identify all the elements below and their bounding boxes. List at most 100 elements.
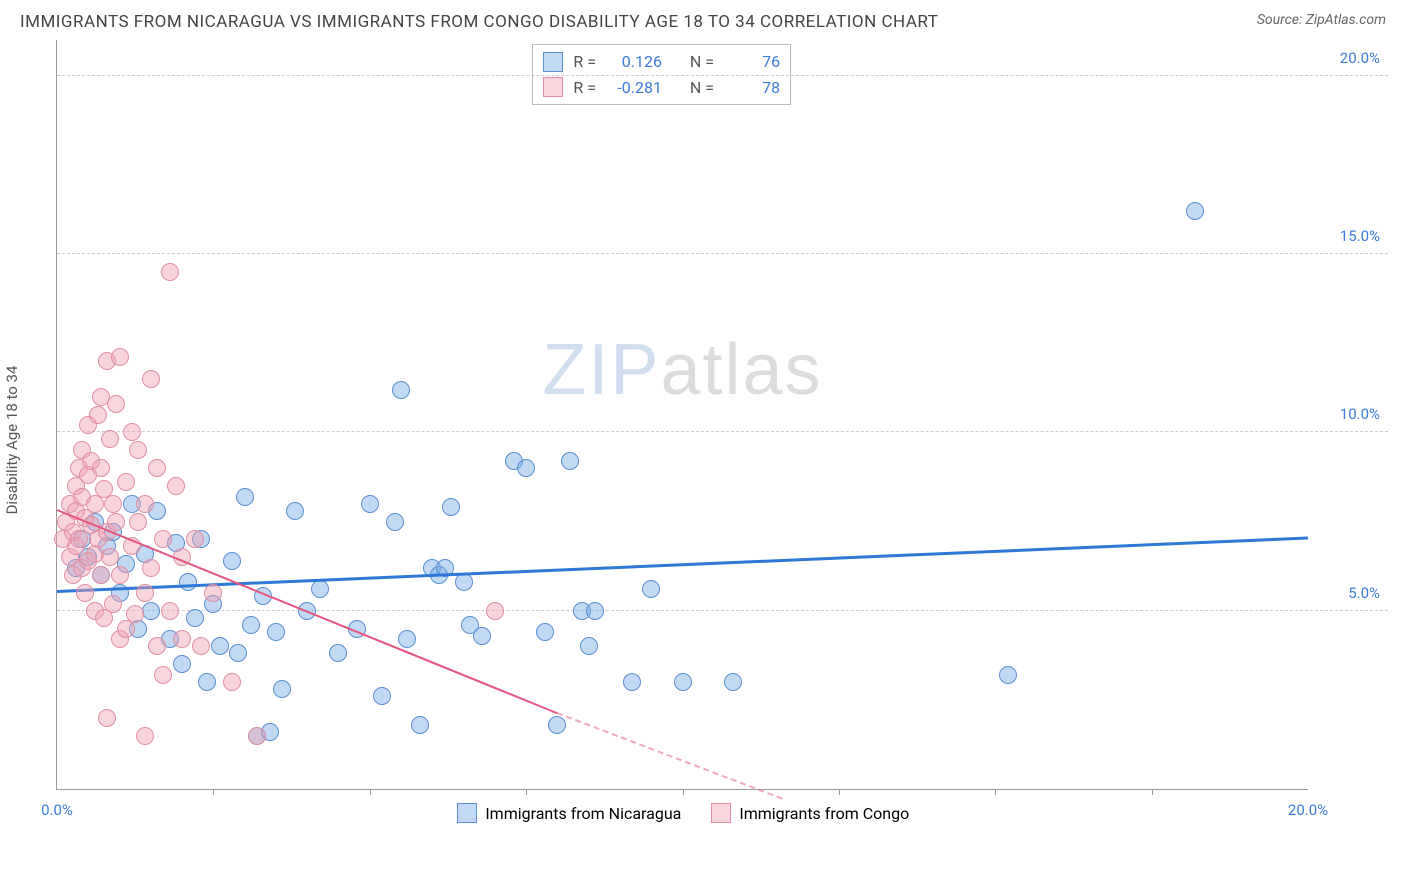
data-point bbox=[623, 673, 641, 691]
data-point bbox=[223, 552, 241, 570]
data-point bbox=[1186, 202, 1204, 220]
data-point bbox=[101, 548, 119, 566]
y-axis-label: Disability Age 18 to 34 bbox=[3, 366, 21, 515]
data-point bbox=[473, 627, 491, 645]
data-point bbox=[192, 637, 210, 655]
legend-item: Immigrants from Nicaragua bbox=[457, 803, 681, 823]
grid-line bbox=[57, 431, 1388, 432]
data-point bbox=[98, 709, 116, 727]
y-tick-label: 15.0% bbox=[1340, 227, 1380, 245]
data-point bbox=[580, 637, 598, 655]
data-point bbox=[373, 687, 391, 705]
data-point bbox=[136, 584, 154, 602]
chart-container: Disability Age 18 to 34 ZIPatlas R =0.12… bbox=[48, 40, 1388, 840]
stat-r-label: R = bbox=[573, 49, 596, 75]
data-point bbox=[517, 459, 535, 477]
data-point bbox=[211, 637, 229, 655]
legend-item: Immigrants from Congo bbox=[711, 803, 909, 823]
stat-n-value: 78 bbox=[724, 75, 780, 101]
data-point bbox=[92, 459, 110, 477]
data-point bbox=[548, 716, 566, 734]
chart-title: IMMIGRANTS FROM NICARAGUA VS IMMIGRANTS … bbox=[20, 12, 938, 32]
x-tick bbox=[213, 789, 214, 795]
legend-swatch bbox=[711, 803, 731, 823]
data-point bbox=[248, 727, 266, 745]
grid-line bbox=[57, 610, 1388, 611]
data-point bbox=[392, 381, 410, 399]
plot-area: ZIPatlas R =0.126 N =76R =-0.281 N =78 I… bbox=[56, 40, 1308, 790]
bottom-legend: Immigrants from Nicaragua Immigrants from… bbox=[457, 803, 909, 823]
data-point bbox=[89, 406, 107, 424]
data-point bbox=[70, 530, 88, 548]
data-point bbox=[236, 488, 254, 506]
data-point bbox=[398, 630, 416, 648]
x-tick bbox=[526, 789, 527, 795]
x-tick bbox=[839, 789, 840, 795]
legend-swatch bbox=[457, 803, 477, 823]
data-point bbox=[223, 673, 241, 691]
data-point bbox=[586, 602, 604, 620]
data-point bbox=[111, 566, 129, 584]
x-tick-label: 0.0% bbox=[41, 801, 73, 819]
data-point bbox=[101, 430, 119, 448]
trend-line bbox=[557, 712, 783, 799]
data-point bbox=[154, 666, 172, 684]
data-point bbox=[999, 666, 1017, 684]
grid-line bbox=[57, 253, 1388, 254]
data-point bbox=[642, 580, 660, 598]
data-point bbox=[167, 477, 185, 495]
x-tick bbox=[1152, 789, 1153, 795]
data-point bbox=[117, 473, 135, 491]
stats-row: R =-0.281 N =78 bbox=[543, 75, 780, 101]
data-point bbox=[198, 673, 216, 691]
grid-line bbox=[57, 75, 1388, 76]
data-point bbox=[129, 441, 147, 459]
data-point bbox=[286, 502, 304, 520]
data-point bbox=[148, 459, 166, 477]
data-point bbox=[136, 495, 154, 513]
data-point bbox=[111, 348, 129, 366]
y-tick-label: 10.0% bbox=[1340, 405, 1380, 423]
data-point bbox=[123, 423, 141, 441]
data-point bbox=[104, 495, 122, 513]
data-point bbox=[148, 637, 166, 655]
data-point bbox=[361, 495, 379, 513]
x-tick bbox=[995, 789, 996, 795]
data-point bbox=[104, 595, 122, 613]
x-tick bbox=[370, 789, 371, 795]
stats-row: R =0.126 N =76 bbox=[543, 49, 780, 75]
stat-r-value: 0.126 bbox=[606, 49, 662, 75]
x-tick bbox=[683, 789, 684, 795]
y-tick-label: 20.0% bbox=[1340, 49, 1380, 67]
stat-r-value: -0.281 bbox=[606, 75, 662, 101]
data-point bbox=[204, 584, 222, 602]
data-point bbox=[674, 673, 692, 691]
data-point bbox=[161, 602, 179, 620]
data-point bbox=[92, 566, 110, 584]
data-point bbox=[486, 602, 504, 620]
data-point bbox=[142, 559, 160, 577]
data-point bbox=[76, 584, 94, 602]
stat-r-label: R = bbox=[573, 75, 596, 101]
data-point bbox=[329, 644, 347, 662]
data-point bbox=[229, 644, 247, 662]
legend-swatch bbox=[543, 52, 563, 72]
data-point bbox=[267, 623, 285, 641]
legend-label: Immigrants from Congo bbox=[739, 804, 909, 823]
data-point bbox=[107, 395, 125, 413]
source-label: Source: ZipAtlas.com bbox=[1257, 12, 1386, 28]
data-point bbox=[186, 530, 204, 548]
data-point bbox=[107, 513, 125, 531]
data-point bbox=[136, 727, 154, 745]
data-point bbox=[173, 655, 191, 673]
data-point bbox=[126, 605, 144, 623]
data-point bbox=[161, 263, 179, 281]
data-point bbox=[142, 602, 160, 620]
data-point bbox=[311, 580, 329, 598]
data-point bbox=[154, 530, 172, 548]
stat-n-value: 76 bbox=[724, 49, 780, 75]
data-point bbox=[273, 680, 291, 698]
data-point bbox=[442, 498, 460, 516]
x-tick-label: 20.0% bbox=[1288, 801, 1328, 819]
legend-swatch bbox=[543, 77, 563, 97]
